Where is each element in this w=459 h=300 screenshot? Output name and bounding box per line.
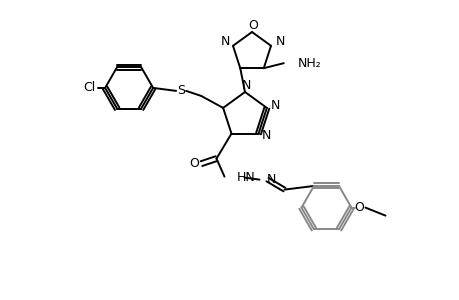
Text: S: S (177, 84, 185, 98)
Text: O: O (189, 157, 199, 170)
Text: N: N (241, 79, 250, 92)
Text: NH₂: NH₂ (297, 57, 321, 70)
Text: N: N (220, 35, 229, 48)
Text: N: N (261, 129, 271, 142)
Text: N: N (271, 99, 280, 112)
Text: Cl: Cl (83, 81, 95, 94)
Text: N: N (266, 173, 275, 186)
Text: O: O (354, 201, 364, 214)
Text: O: O (247, 19, 257, 32)
Text: HN: HN (236, 171, 255, 184)
Text: N: N (275, 35, 284, 48)
